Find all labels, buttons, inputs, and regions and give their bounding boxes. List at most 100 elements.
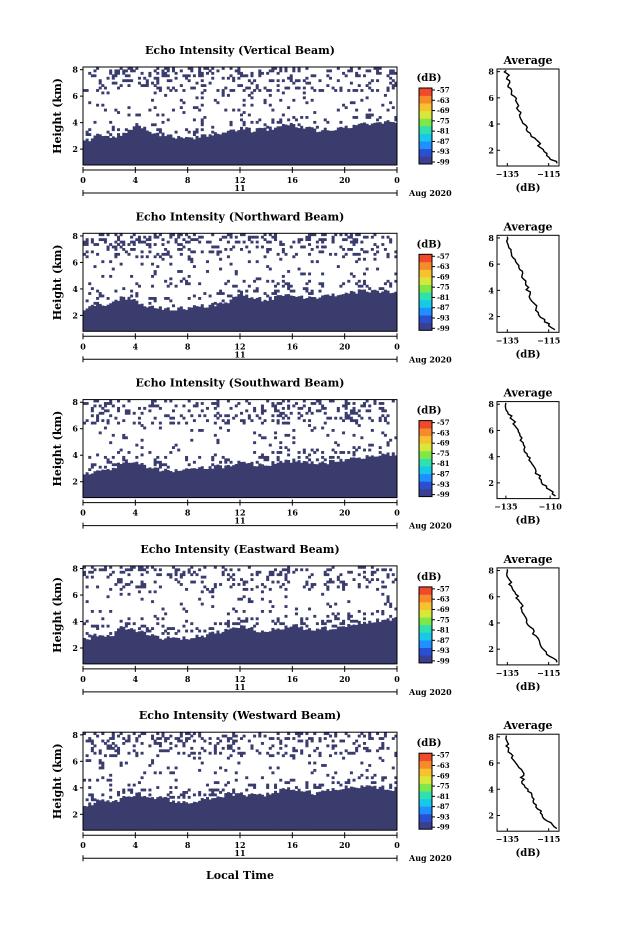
echo-cell [140, 84, 144, 87]
echo-cell [187, 282, 191, 286]
echo-cell [109, 69, 113, 73]
echo-cell [305, 101, 309, 105]
echo-cell [360, 123, 364, 165]
echo-cell [192, 793, 196, 797]
echo-cell [308, 409, 312, 413]
x-tick-label: 12 [234, 508, 245, 518]
echo-cell [368, 620, 372, 664]
echo-cell [169, 771, 173, 775]
echo-cell [237, 597, 241, 601]
echo-cell [221, 570, 225, 574]
echo-cell [313, 786, 317, 789]
echo-cell [177, 135, 181, 165]
echo-cell [281, 279, 285, 283]
echo-cell [208, 793, 212, 797]
echo-cell [347, 458, 351, 498]
echo-cell [101, 739, 105, 743]
echo-cell [328, 76, 332, 80]
echo-cell [268, 794, 272, 831]
echo-cell [140, 583, 144, 586]
echo-cell [164, 74, 168, 78]
echo-cell [103, 108, 107, 112]
echo-cell [237, 84, 241, 87]
echo-cell [200, 74, 204, 78]
echo-cell [260, 455, 264, 459]
echo-cell [281, 754, 285, 758]
echo-cell [242, 419, 246, 423]
echo-cell [185, 279, 189, 283]
echo-cell [96, 734, 100, 738]
echo-cell [294, 461, 298, 498]
echo-heatmap [83, 67, 398, 165]
echo-cell [166, 470, 170, 498]
echo-cell [117, 128, 121, 132]
echo-cell [318, 739, 322, 743]
echo-cell [378, 737, 382, 740]
heatmap-frame [82, 66, 398, 166]
echo-cell [117, 746, 121, 750]
echo-cell [279, 629, 283, 664]
colorbar-segment [419, 428, 432, 437]
echo-cell [127, 783, 131, 787]
echo-cell [247, 113, 251, 117]
echo-cell [240, 126, 244, 165]
echo-cell [203, 799, 207, 831]
echo-cell [331, 739, 335, 743]
echo-cell [153, 76, 157, 80]
y-tick-label: 4 [72, 118, 78, 128]
y-axis-label: Height (km) [51, 78, 64, 154]
echo-cell [103, 240, 107, 244]
echo-cell [119, 580, 123, 584]
echo-cell [117, 734, 121, 738]
echo-cell [119, 84, 123, 87]
x-tick-label: 4 [133, 508, 139, 518]
echo-cell [156, 737, 160, 740]
echo-cell [195, 135, 199, 165]
echo-cell [164, 455, 168, 459]
echo-cell [161, 132, 165, 165]
echo-cell [96, 399, 100, 403]
echo-cell [339, 783, 343, 787]
echo-cell [137, 781, 141, 785]
echo-cell [292, 754, 296, 758]
echo-cell [122, 791, 126, 794]
echo-cell [376, 456, 380, 498]
echo-cell [156, 81, 160, 85]
echo-cell [132, 421, 136, 425]
echo-cell [177, 739, 181, 743]
echo-cell [216, 69, 220, 73]
echo-cell [326, 84, 330, 87]
echo-cell [164, 749, 168, 753]
colorbar-segment [419, 609, 432, 618]
echo-cell [177, 448, 181, 452]
y-tick-label: 6 [72, 91, 78, 101]
echo-cell [158, 306, 162, 332]
echo-cell [331, 781, 335, 785]
echo-cell [111, 570, 115, 574]
echo-cell [274, 284, 278, 288]
echo-cell [347, 89, 351, 92]
echo-cell [135, 255, 139, 259]
colorbar-frame [418, 586, 433, 664]
colorbar-segment [419, 141, 432, 150]
echo-cell [313, 120, 317, 124]
echo-cell [122, 788, 126, 792]
echo-cell [187, 79, 191, 83]
echo-cell [158, 742, 162, 745]
echo-cell [292, 756, 296, 760]
echo-cell [117, 421, 121, 425]
echo-cell [114, 631, 118, 664]
echo-cell [328, 69, 332, 73]
y-tick-label: 6 [72, 756, 78, 766]
echo-cell [373, 122, 377, 165]
echo-cell [208, 294, 212, 298]
echo-cell [287, 404, 291, 408]
echo-cell [174, 766, 178, 770]
echo-cell [119, 245, 123, 249]
echo-cell [200, 590, 204, 594]
echo-cell [90, 610, 94, 613]
echo-cell [137, 590, 141, 594]
echo-cell [109, 788, 113, 792]
echo-cell [192, 106, 196, 110]
echo-cell [109, 773, 113, 777]
